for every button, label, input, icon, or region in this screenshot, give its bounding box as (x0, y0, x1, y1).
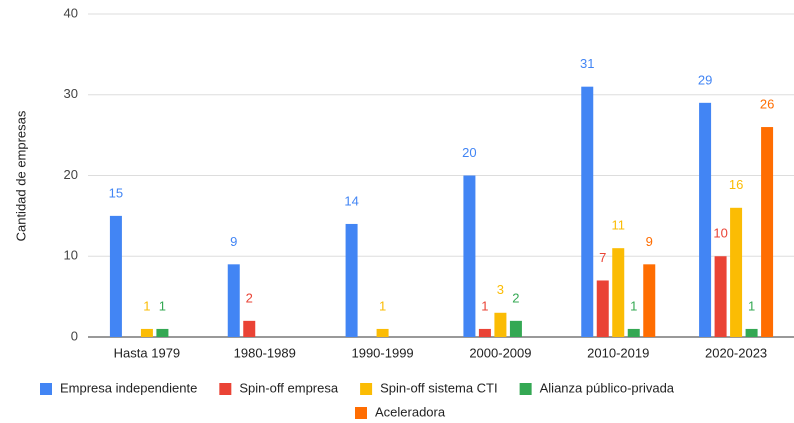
bar (627, 328, 640, 337)
legend-swatch (360, 383, 373, 395)
value-label: 11 (612, 218, 626, 233)
value-label: 16 (729, 177, 743, 192)
value-label: 7 (599, 250, 606, 265)
bar (140, 328, 153, 337)
legend-label: Spin-off empresa (239, 380, 339, 395)
value-label: 9 (646, 234, 653, 249)
value-label: 1 (159, 298, 166, 313)
value-label: 20 (462, 145, 476, 160)
bar (345, 223, 358, 337)
legend-swatch (519, 383, 532, 395)
legend-swatch (40, 383, 52, 395)
bar (714, 256, 727, 337)
bar (376, 328, 389, 337)
x-tick-label: 2010-2019 (587, 345, 649, 360)
legend-label: Aceleradora (375, 404, 446, 419)
value-label: 1 (379, 298, 386, 313)
y-axis-label: Cantidad de empresas (13, 110, 28, 241)
bar (494, 312, 507, 337)
bar (730, 207, 743, 337)
value-label: 2 (512, 290, 519, 305)
y-tick-label: 10 (64, 248, 78, 263)
bar (612, 248, 625, 337)
value-label: 1 (630, 298, 637, 313)
value-label: 1 (143, 298, 150, 313)
value-label: 2 (246, 290, 253, 305)
bar (699, 102, 712, 337)
y-tick-label: 20 (64, 167, 78, 182)
value-label: 1 (481, 298, 488, 313)
y-tick-label: 30 (64, 86, 78, 101)
bar (581, 86, 594, 337)
bar (109, 215, 122, 337)
value-label: 31 (580, 56, 594, 71)
y-tick-label: 0 (71, 328, 78, 343)
x-tick-label: 2000-2009 (469, 345, 531, 360)
bar (243, 320, 256, 337)
bar (596, 280, 609, 337)
value-label: 1 (748, 298, 755, 313)
legend-label: Empresa independiente (60, 380, 197, 395)
legend-swatch (355, 407, 367, 419)
bar (643, 264, 656, 337)
legend-label: Spin-off sistema CTI (380, 380, 498, 395)
y-tick-label: 40 (64, 5, 78, 20)
bar (509, 320, 522, 337)
value-label: 10 (713, 226, 727, 241)
value-label: 15 (109, 185, 123, 200)
bar (463, 175, 476, 337)
legend-swatch (219, 383, 232, 395)
value-label: 26 (760, 96, 774, 111)
value-label: 29 (698, 72, 712, 87)
value-label: 9 (230, 234, 237, 249)
value-label: 3 (497, 282, 504, 297)
x-tick-label: 1980-1989 (234, 345, 296, 360)
bar (156, 328, 169, 337)
x-tick-label: 1990-1999 (351, 345, 413, 360)
bar (761, 127, 774, 337)
legend-label: Alianza público-privada (540, 380, 675, 395)
x-tick-label: 2020-2023 (705, 345, 767, 360)
bar (478, 328, 491, 337)
bar (745, 328, 758, 337)
x-tick-label: Hasta 1979 (114, 345, 181, 360)
value-label: 14 (344, 193, 358, 208)
bar (227, 264, 240, 337)
